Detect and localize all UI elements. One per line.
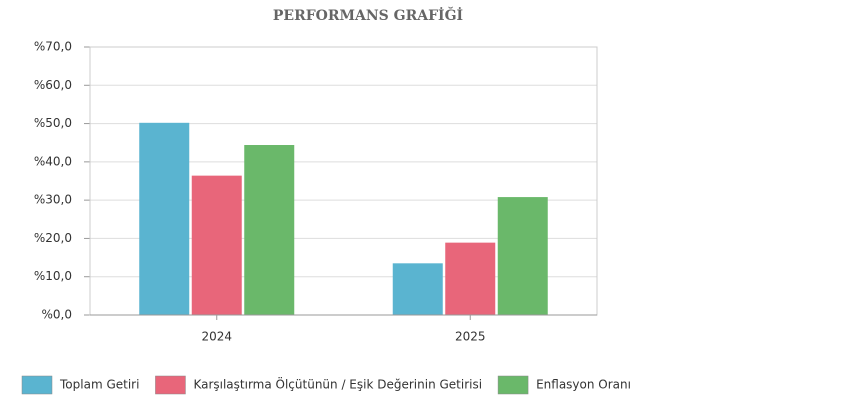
- legend-swatch: [21, 375, 53, 395]
- y-tick-label: %50,0: [34, 116, 72, 130]
- y-tick-label: %20,0: [34, 231, 72, 245]
- legend-label: Enflasyon Oranı: [536, 378, 631, 392]
- bar: [139, 122, 190, 315]
- bar: [244, 145, 295, 315]
- y-tick-label: %70,0: [34, 40, 72, 54]
- legend-label: Karşılaştırma Ölçütünün / Eşik Değerinin…: [193, 376, 482, 392]
- x-tick-label: 2024: [201, 330, 232, 344]
- bar: [392, 263, 443, 315]
- legend-label: Toplam Getiri: [59, 378, 139, 392]
- y-tick-label: %30,0: [34, 193, 72, 207]
- y-tick-label: %0,0: [42, 308, 73, 322]
- x-tick-label: 2025: [455, 330, 486, 344]
- bar: [191, 175, 242, 315]
- bar: [445, 242, 496, 315]
- legend-swatch: [155, 375, 186, 395]
- bar: [497, 197, 548, 315]
- y-tick-label: %40,0: [34, 154, 72, 168]
- y-tick-label: %10,0: [34, 269, 72, 283]
- legend-swatch: [497, 375, 529, 395]
- chart-title: PERFORMANS GRAFİĞİ: [273, 5, 463, 24]
- y-tick-label: %60,0: [34, 78, 72, 92]
